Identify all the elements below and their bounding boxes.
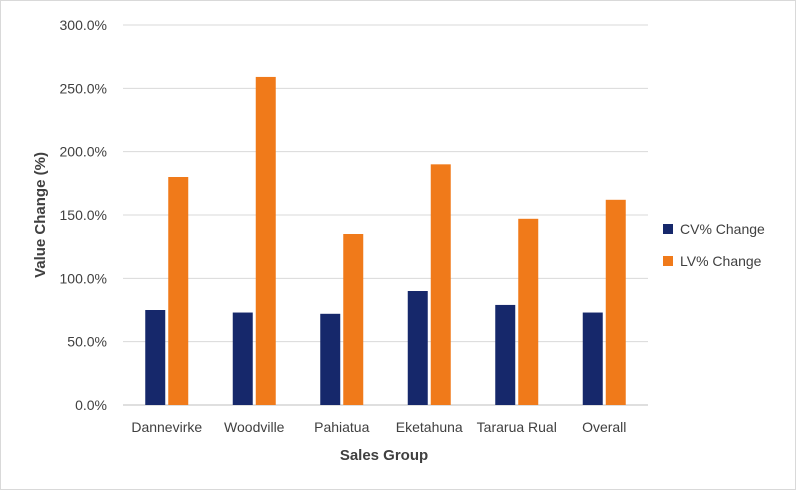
x-tick-label: Pahiatua bbox=[314, 419, 369, 435]
x-tick-label: Eketahuna bbox=[396, 419, 463, 435]
x-tick-label: Woodville bbox=[224, 419, 285, 435]
bar-lv-overall bbox=[605, 199, 626, 405]
bar-cv-eketahuna bbox=[407, 291, 428, 405]
legend-label: CV% Change bbox=[680, 221, 765, 237]
bar-cv-pahiatua bbox=[320, 313, 341, 405]
x-tick-label: Dannevirke bbox=[131, 419, 202, 435]
bar-cv-overall bbox=[582, 312, 603, 405]
bar-cv-dannevirke bbox=[145, 310, 166, 405]
y-tick-label: 300.0% bbox=[60, 17, 107, 33]
bar-lv-dannevirke bbox=[168, 177, 189, 405]
bar-lv-eketahuna bbox=[430, 164, 451, 405]
legend-label: LV% Change bbox=[680, 253, 762, 269]
y-tick-label: 100.0% bbox=[60, 270, 107, 286]
bar-cv-tararua-rual bbox=[495, 304, 516, 405]
bar-lv-pahiatua bbox=[343, 234, 364, 405]
legend-swatch bbox=[663, 256, 673, 266]
bar-lv-woodville bbox=[255, 76, 276, 405]
x-axis-ticks: Dannevirke Woodville Pahiatua Eketahuna Tara… bbox=[131, 419, 626, 435]
gridlines bbox=[123, 24, 648, 406]
x-axis-title: Sales Group bbox=[340, 447, 428, 464]
y-axis-title: Value Change (%) bbox=[32, 152, 49, 278]
y-axis-ticks: 0.0% 50.0% 100.0% 150.0% 200.0% 250.0% 300.0% bbox=[60, 17, 107, 413]
x-tick-label: Tararua Rual bbox=[477, 419, 557, 435]
x-tick-label: Overall bbox=[582, 419, 626, 435]
legend: CV% Change LV% Change bbox=[663, 221, 765, 269]
bar-lv-tararua-rual bbox=[518, 218, 539, 405]
legend-swatch bbox=[663, 224, 673, 234]
y-tick-label: 200.0% bbox=[60, 144, 107, 160]
bar-cv-woodville bbox=[232, 312, 253, 405]
y-tick-label: 50.0% bbox=[67, 334, 107, 350]
y-tick-label: 150.0% bbox=[60, 207, 107, 223]
bars bbox=[145, 76, 626, 405]
y-tick-label: 0.0% bbox=[75, 397, 107, 413]
y-tick-label: 250.0% bbox=[60, 80, 107, 96]
